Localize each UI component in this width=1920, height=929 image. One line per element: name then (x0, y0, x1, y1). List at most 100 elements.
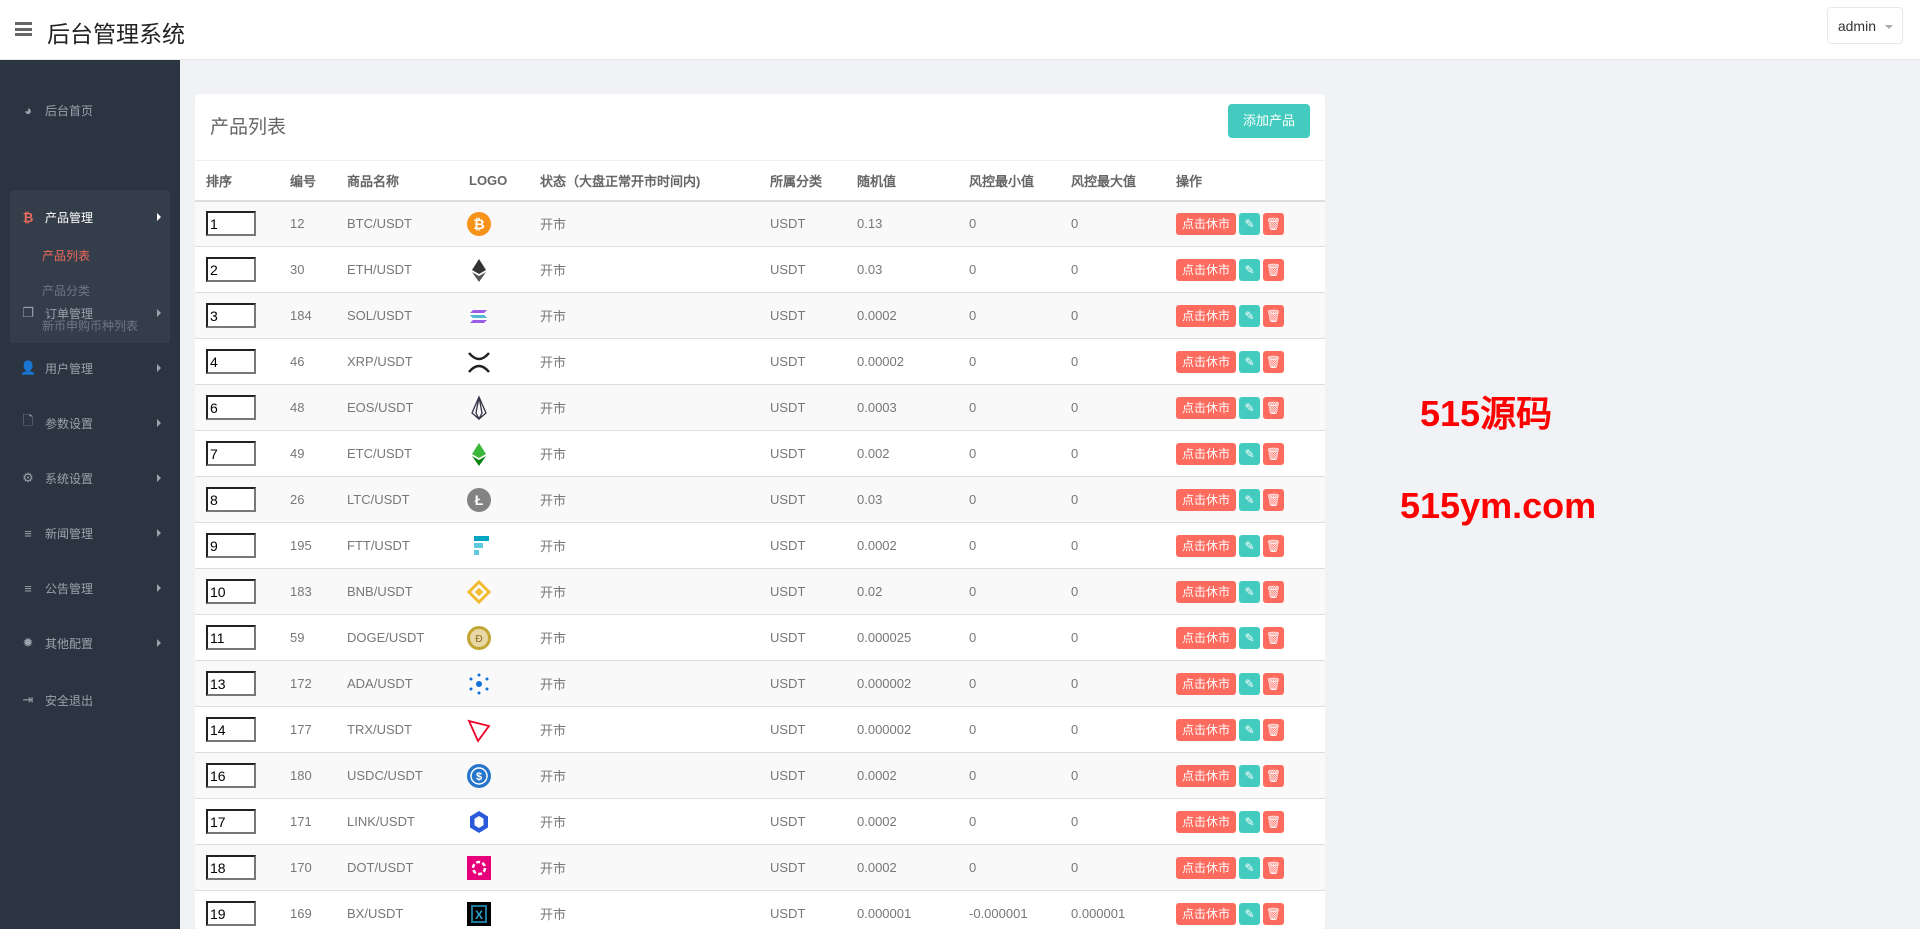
close-market-button[interactable]: 点击休市 (1176, 718, 1236, 741)
sort-order-input[interactable] (206, 211, 256, 237)
add-product-button[interactable]: 添加产品 (1228, 104, 1310, 138)
close-market-button[interactable]: 点击休市 (1176, 810, 1236, 833)
category: USDT (759, 200, 846, 247)
table-row: 12 BTC/USDT ₿ 开市 USDT 0.13 0 0 点击休市 ✎ 🗑 (195, 200, 1325, 247)
sidebar-item[interactable]: ≡ 新闻管理 (20, 523, 165, 543)
edit-button[interactable]: ✎ (1239, 856, 1260, 879)
sort-order-input[interactable] (206, 901, 256, 926)
menu-toggle-icon[interactable] (15, 22, 32, 36)
sidebar-subitem-product-category[interactable]: 产品分类 (42, 284, 91, 298)
status: 开市 (529, 246, 759, 293)
delete-button[interactable]: 🗑 (1263, 626, 1284, 649)
delete-button[interactable]: 🗑 (1263, 902, 1284, 925)
random-value: 0.0003 (846, 384, 958, 431)
sidebar-item-home[interactable]: ◕ 后台首页 (20, 100, 165, 120)
table-row: 172 ADA/USDT 开市 USDT 0.000002 0 0 点击休市 ✎ 🗑 (195, 660, 1325, 707)
delete-button[interactable]: 🗑 (1263, 580, 1284, 603)
ftt-logo-icon (474, 535, 489, 555)
sort-order-input[interactable] (206, 763, 256, 788)
close-market-button[interactable]: 点击休市 (1176, 258, 1236, 281)
risk-min: 0 (958, 384, 1060, 431)
sort-order-input[interactable] (206, 395, 256, 420)
sort-order-input[interactable] (206, 717, 256, 742)
sort-order-input[interactable] (206, 257, 256, 282)
edit-button[interactable]: ✎ (1239, 258, 1260, 281)
random-value: 0.0002 (846, 292, 958, 339)
close-market-button[interactable]: 点击休市 (1176, 304, 1236, 327)
edit-button[interactable]: ✎ (1239, 626, 1260, 649)
sidebar-subitem-product-list[interactable]: 产品列表 (42, 249, 91, 263)
edit-button[interactable]: ✎ (1239, 810, 1260, 833)
column-header: 编号 (279, 160, 336, 202)
sidebar-item-logout[interactable]: ⇥ 安全退出 (20, 690, 165, 710)
edit-button[interactable]: ✎ (1239, 580, 1260, 603)
sidebar-subitem-new-coin-list[interactable]: 新币申购币种列表 (42, 319, 139, 333)
sort-order-input[interactable] (206, 487, 256, 512)
delete-button[interactable]: 🗑 (1263, 488, 1284, 511)
edit-button[interactable]: ✎ (1239, 902, 1260, 925)
sort-order-input[interactable] (206, 809, 256, 834)
product-name: BX/USDT (336, 890, 458, 929)
column-header: 随机值 (846, 160, 958, 202)
close-market-button[interactable]: 点击休市 (1176, 534, 1236, 557)
edit-button[interactable]: ✎ (1239, 304, 1260, 327)
edit-button[interactable]: ✎ (1239, 350, 1260, 373)
close-market-button[interactable]: 点击休市 (1176, 764, 1236, 787)
delete-button[interactable]: 🗑 (1263, 350, 1284, 373)
close-market-button[interactable]: 点击休市 (1176, 488, 1236, 511)
risk-max: 0 (1060, 706, 1165, 753)
sidebar-item-products[interactable]: ₿ 产品管理 (20, 207, 165, 227)
product-name: BNB/USDT (336, 568, 458, 615)
delete-button[interactable]: 🗑 (1263, 396, 1284, 419)
sort-order-input[interactable] (206, 441, 256, 466)
edit-button[interactable]: ✎ (1239, 672, 1260, 695)
edit-button[interactable]: ✎ (1239, 718, 1260, 741)
table-row: 30 ETH/USDT 开市 USDT 0.03 0 0 点击休市 ✎ 🗑 (195, 246, 1325, 293)
sidebar-item[interactable]: ≡ 公告管理 (20, 578, 165, 598)
sort-order-input[interactable] (206, 625, 256, 650)
delete-button[interactable]: 🗑 (1263, 764, 1284, 787)
delete-button[interactable]: 🗑 (1263, 442, 1284, 465)
pencil-icon: ✎ (1244, 308, 1255, 323)
close-market-button[interactable]: 点击休市 (1176, 580, 1236, 603)
sort-order-input[interactable] (206, 349, 256, 374)
close-market-button[interactable]: 点击休市 (1176, 902, 1236, 925)
delete-button[interactable]: 🗑 (1263, 672, 1284, 695)
product-name: EOS/USDT (336, 384, 458, 431)
trash-icon: 🗑 (1265, 584, 1282, 599)
close-market-button[interactable]: 点击休市 (1176, 442, 1236, 465)
edit-button[interactable]: ✎ (1239, 488, 1260, 511)
close-market-button[interactable]: 点击休市 (1176, 350, 1236, 373)
sidebar-item[interactable]: 👤 用户管理 (20, 358, 165, 378)
delete-button[interactable]: 🗑 (1263, 810, 1284, 833)
sidebar-item[interactable]: 🗋 参数设置 (20, 413, 165, 433)
sidebar-item[interactable]: ❐ 订单管理 (20, 303, 165, 323)
delete-button[interactable]: 🗑 (1263, 856, 1284, 879)
table-row: 184 SOL/USDT 开市 USDT 0.0002 0 0 点击休市 ✎ 🗑 (195, 292, 1325, 339)
close-market-button[interactable]: 点击休市 (1176, 626, 1236, 649)
close-market-button[interactable]: 点击休市 (1176, 856, 1236, 879)
close-market-button[interactable]: 点击休市 (1176, 212, 1236, 235)
sidebar-item[interactable]: ⚙ 系统设置 (20, 468, 165, 488)
close-market-button[interactable]: 点击休市 (1176, 672, 1236, 695)
product-id: 26 (279, 476, 336, 523)
edit-button[interactable]: ✎ (1239, 396, 1260, 419)
edit-button[interactable]: ✎ (1239, 442, 1260, 465)
delete-button[interactable]: 🗑 (1263, 718, 1284, 741)
sort-order-input[interactable] (206, 533, 256, 558)
sidebar-item[interactable]: ✹ 其他配置 (20, 633, 165, 653)
delete-button[interactable]: 🗑 (1263, 212, 1284, 235)
sort-order-input[interactable] (206, 671, 256, 696)
sort-order-input[interactable] (206, 303, 256, 328)
caret-right-icon (157, 529, 161, 537)
sort-order-input[interactable] (206, 855, 256, 880)
user-menu-dropdown[interactable]: admin (1826, 7, 1903, 44)
edit-button[interactable]: ✎ (1239, 764, 1260, 787)
edit-button[interactable]: ✎ (1239, 534, 1260, 557)
delete-button[interactable]: 🗑 (1263, 258, 1284, 281)
close-market-button[interactable]: 点击休市 (1176, 396, 1236, 419)
sort-order-input[interactable] (206, 579, 256, 604)
delete-button[interactable]: 🗑 (1263, 534, 1284, 557)
delete-button[interactable]: 🗑 (1263, 304, 1284, 327)
edit-button[interactable]: ✎ (1239, 212, 1260, 235)
